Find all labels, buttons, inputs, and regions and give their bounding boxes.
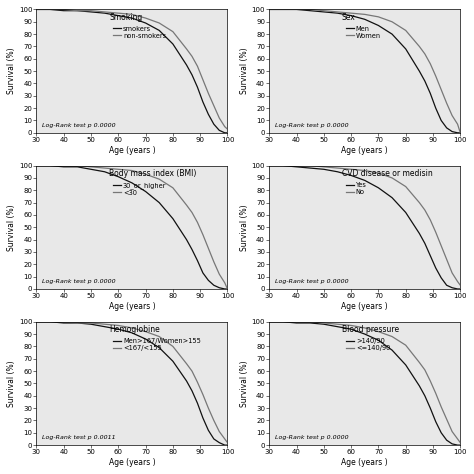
- Text: CVD disease or medisin: CVD disease or medisin: [342, 169, 433, 178]
- Legend: smokers, non-smokers: smokers, non-smokers: [112, 25, 167, 39]
- Text: Sex: Sex: [342, 13, 356, 22]
- Legend: >140/90, <=140/90: >140/90, <=140/90: [345, 337, 391, 352]
- Text: Blood pressure: Blood pressure: [342, 326, 399, 335]
- Text: Hemoglobine: Hemoglobine: [109, 326, 160, 335]
- Text: Log-Rank test p 0.0000: Log-Rank test p 0.0000: [275, 279, 348, 284]
- Legend: 30_or_higher, <30: 30_or_higher, <30: [112, 181, 167, 196]
- Y-axis label: Survival (%): Survival (%): [7, 48, 16, 94]
- X-axis label: Age (years ): Age (years ): [341, 302, 388, 311]
- Y-axis label: Survival (%): Survival (%): [240, 360, 249, 407]
- Y-axis label: Survival (%): Survival (%): [240, 204, 249, 251]
- Text: Log-Rank test p 0.0011: Log-Rank test p 0.0011: [42, 435, 116, 440]
- X-axis label: Age (years ): Age (years ): [109, 146, 155, 155]
- Legend: Yes, No: Yes, No: [345, 181, 367, 196]
- Legend: Men>167/Women>155, <167/<155: Men>167/Women>155, <167/<155: [112, 337, 201, 352]
- Text: Log-Rank test p 0.0000: Log-Rank test p 0.0000: [275, 123, 348, 128]
- Text: Log-Rank test p 0.0000: Log-Rank test p 0.0000: [42, 123, 116, 128]
- Text: Body mass index (BMI): Body mass index (BMI): [109, 169, 196, 178]
- Text: Log-Rank test p 0.0000: Log-Rank test p 0.0000: [42, 279, 116, 284]
- X-axis label: Age (years ): Age (years ): [341, 458, 388, 467]
- X-axis label: Age (years ): Age (years ): [109, 458, 155, 467]
- X-axis label: Age (years ): Age (years ): [109, 302, 155, 311]
- Legend: Men, Women: Men, Women: [345, 25, 382, 39]
- Text: Smoking: Smoking: [109, 13, 142, 22]
- Y-axis label: Survival (%): Survival (%): [7, 204, 16, 251]
- X-axis label: Age (years ): Age (years ): [341, 146, 388, 155]
- Text: Log-Rank test p 0.0000: Log-Rank test p 0.0000: [275, 435, 348, 440]
- Y-axis label: Survival (%): Survival (%): [7, 360, 16, 407]
- Y-axis label: Survival (%): Survival (%): [240, 48, 249, 94]
